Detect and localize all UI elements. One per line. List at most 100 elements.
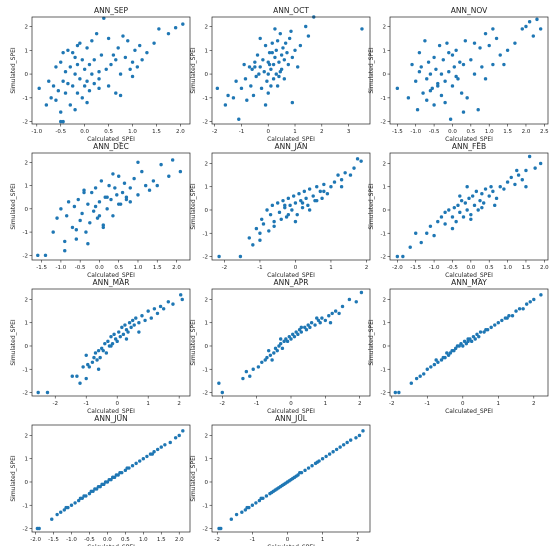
data-point [459, 198, 464, 203]
x-axis-label: Calculated_SPEI [87, 408, 135, 415]
data-point [316, 318, 321, 323]
data-point [36, 390, 40, 395]
data-point [145, 50, 149, 55]
data-point [313, 323, 317, 327]
data-point [253, 65, 257, 69]
data-point [155, 311, 160, 316]
data-point [87, 89, 92, 93]
data-point [461, 344, 465, 348]
data-point [470, 194, 475, 198]
data-point [513, 41, 517, 45]
data-point [106, 84, 111, 88]
data-point [130, 74, 135, 79]
data-point [447, 208, 451, 212]
data-point [286, 212, 291, 217]
x-tick-label: 2 [358, 401, 362, 407]
x-tick-label: -1.0 [429, 265, 440, 271]
data-point [59, 110, 63, 114]
subplot-title: ANN_SEP [94, 6, 129, 15]
data-point [458, 210, 462, 215]
y-tick-label: -2 [203, 120, 208, 126]
data-point [456, 203, 460, 208]
data-point [243, 508, 248, 512]
data-point [282, 77, 287, 81]
data-point [115, 193, 119, 197]
y-tick-label: -2 [23, 253, 28, 259]
x-tick-label: -0.5 [75, 265, 86, 271]
data-point [284, 215, 289, 219]
data-point [439, 215, 444, 219]
x-tick-label: 1 [497, 401, 501, 407]
data-point [240, 510, 244, 514]
x-tick-label: -1 [254, 401, 259, 407]
x-tick-label: -2 [222, 265, 227, 271]
subplot-title: ANN_OCT [273, 6, 309, 15]
x-tick-label: 0 [289, 401, 293, 407]
x-tick-label: 0 [286, 537, 290, 543]
y-tick-label: 0 [205, 480, 209, 486]
data-point [354, 436, 358, 440]
data-point [304, 328, 309, 332]
data-point [462, 339, 467, 344]
data-point [70, 84, 75, 88]
data-point [272, 219, 276, 224]
subplot-title: ANN_MAY [451, 278, 487, 287]
data-point [118, 72, 123, 76]
x-tick-label: -0.5 [84, 537, 95, 543]
y-axis-label: Simulated_SPEI [190, 455, 197, 502]
data-point [491, 27, 495, 31]
y-tick-label: 0 [205, 208, 209, 214]
data-point [292, 334, 297, 339]
data-point [484, 328, 488, 332]
data-point [105, 195, 109, 199]
data-point [494, 196, 499, 201]
data-point [428, 89, 433, 93]
data-point [254, 226, 259, 231]
data-point [266, 91, 270, 95]
y-axis-label: Simulated_SPEI [190, 319, 197, 366]
data-point [293, 201, 298, 205]
data-point [419, 240, 423, 245]
x-axis-label: Calculated_SPEI [87, 136, 135, 143]
subplot-ann-jan: ANN_JAN -2 -1 0 1 2 -2 -1 0 1 2 Calculated_SPEI Simu… [190, 142, 371, 279]
data-point [138, 43, 142, 48]
data-point [136, 160, 140, 165]
x-tick-label: -1 [425, 401, 430, 407]
data-point [82, 190, 86, 195]
x-tick-label: -2 [215, 537, 220, 543]
data-point [63, 239, 67, 244]
data-point [478, 330, 483, 334]
data-point [265, 355, 269, 360]
data-point [339, 185, 344, 189]
data-point [127, 321, 132, 325]
data-point [432, 55, 436, 60]
data-point [320, 457, 325, 461]
x-tick-label: 1.5 [503, 129, 512, 135]
subplot-title: ANN_APR [274, 278, 309, 287]
data-point [97, 77, 101, 81]
data-point [254, 74, 258, 79]
data-point [450, 53, 455, 57]
data-point [448, 351, 453, 355]
y-tick-label: 0 [205, 344, 209, 350]
data-point [489, 325, 493, 330]
data-point [331, 450, 335, 454]
data-point [268, 353, 273, 357]
data-point [86, 202, 90, 206]
data-point [397, 390, 401, 395]
data-point [456, 77, 460, 81]
x-axis-label: Calculated_SPEI [267, 272, 315, 279]
data-point [168, 440, 172, 445]
data-point [436, 219, 440, 224]
data-point [123, 468, 128, 473]
x-tick-label: 2 [532, 401, 536, 407]
data-point [259, 496, 263, 500]
data-point [250, 503, 255, 507]
data-point [338, 445, 342, 449]
data-point [82, 188, 86, 192]
data-point [118, 334, 122, 339]
data-point [158, 304, 163, 309]
data-point [87, 62, 92, 67]
data-point [238, 254, 243, 259]
data-point [524, 185, 528, 189]
